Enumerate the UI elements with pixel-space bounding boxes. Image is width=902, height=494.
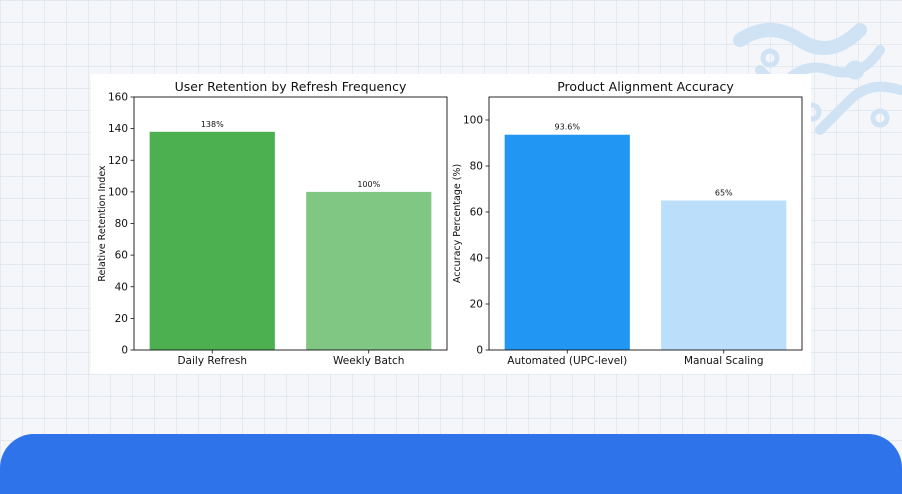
retention-chart: User Retention by Refresh Frequency Relat… — [97, 79, 448, 367]
plot-frame — [488, 96, 803, 351]
chart-title: User Retention by Refresh Frequency — [175, 79, 407, 94]
y-axis-label: Accuracy Percentage (%) — [452, 164, 463, 283]
plot-frame — [133, 96, 448, 351]
blue-footer-panel — [0, 434, 902, 494]
y-tick-label: 160 — [108, 92, 128, 104]
y-tick-label: 20 — [470, 299, 483, 311]
data-label: 93.6% — [555, 123, 581, 132]
data-label: 100% — [357, 180, 380, 189]
y-tick-label: 40 — [470, 253, 483, 265]
deco-node — [870, 108, 890, 128]
accuracy-chart: Product Alignment Accuracy Accuracy Perce… — [452, 79, 803, 367]
data-label: 65% — [715, 189, 733, 198]
y-tick-label: 100 — [108, 186, 128, 198]
bar — [504, 134, 630, 350]
y-tick-label: 120 — [108, 155, 128, 167]
y-tick-label: 60 — [115, 250, 128, 262]
y-tick-label: 40 — [115, 281, 128, 293]
y-tick-label: 0 — [121, 345, 128, 357]
y-tick-label: 80 — [470, 161, 483, 173]
chart-title: Product Alignment Accuracy — [557, 79, 734, 94]
deco-line — [733, 23, 867, 55]
deco-node — [845, 60, 865, 80]
deco-line — [815, 81, 902, 135]
x-tick-label: Weekly Batch — [333, 355, 404, 367]
y-tick-label: 140 — [108, 123, 128, 135]
figure-panel: User Retention by Refresh Frequency Relat… — [91, 74, 811, 374]
y-tick-label: 0 — [476, 345, 483, 357]
y-tick-label: 60 — [470, 207, 483, 219]
y-tick-label: 80 — [115, 218, 128, 230]
bar — [149, 131, 275, 350]
bar — [661, 200, 787, 350]
x-tick-label: Manual Scaling — [684, 355, 764, 367]
data-label: 138% — [201, 120, 224, 129]
deco-node — [760, 48, 780, 68]
y-axis-label: Relative Retention Index — [97, 165, 108, 282]
x-tick-label: Daily Refresh — [177, 355, 247, 367]
y-tick-label: 100 — [463, 115, 483, 127]
y-tick-label: 20 — [115, 313, 128, 325]
charts-svg: User Retention by Refresh Frequency Relat… — [97, 79, 803, 367]
bar — [306, 191, 432, 350]
x-tick-label: Automated (UPC-level) — [507, 355, 627, 367]
